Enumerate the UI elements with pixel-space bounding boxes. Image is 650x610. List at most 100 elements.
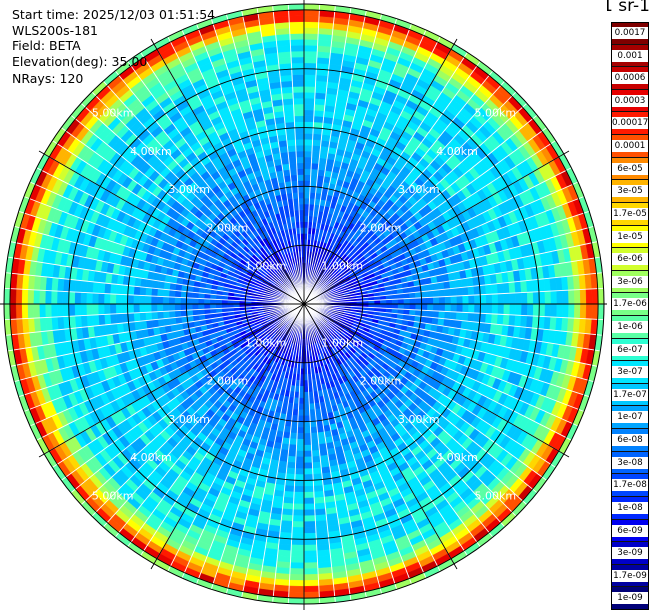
beta-gate-cell — [314, 508, 327, 516]
beta-gate-cell — [303, 491, 315, 499]
beta-gate-cell — [520, 280, 528, 293]
beta-gate-cell — [139, 303, 146, 313]
beta-gate-cell — [303, 438, 312, 446]
beta-gate-cell — [314, 98, 326, 106]
beta-gate-cell — [168, 296, 175, 305]
beta-gate-cell — [303, 474, 314, 481]
beta-gate-cell — [289, 574, 305, 581]
beta-gate-cell — [291, 527, 305, 534]
beta-gate-cell — [303, 544, 318, 552]
beta-gate-cell — [290, 556, 305, 564]
beta-gate-cell — [315, 80, 328, 88]
beta-gate-cell — [550, 290, 558, 305]
beta-gate-cell — [303, 39, 319, 46]
beta-gate-cell — [585, 288, 593, 305]
beta-gate-cell — [180, 309, 188, 318]
beta-gate-cell — [444, 311, 452, 320]
beta-gate-cell — [303, 509, 316, 516]
beta-gate-cell — [427, 303, 434, 311]
beta-gate-cell — [303, 168, 312, 175]
beta-gate-cell — [168, 303, 175, 312]
beta-gate-cell — [74, 291, 81, 305]
beta-gate-cell — [290, 550, 305, 558]
beta-gate-cell — [303, 15, 320, 23]
beta-gate-cell — [311, 151, 321, 158]
beta-gate-cell — [303, 174, 311, 181]
beta-gate-cell — [162, 289, 170, 298]
beta-gate-cell — [203, 298, 211, 305]
beta-gate-cell — [9, 288, 17, 305]
beta-gate-cell — [92, 303, 99, 316]
beta-gate-cell — [174, 303, 181, 311]
beta-gate-cell — [292, 515, 305, 522]
beta-gate-cell — [104, 313, 112, 326]
beta-gate-cell — [303, 180, 311, 187]
beta-gate-cell — [303, 538, 317, 546]
beta-gate-cell — [303, 97, 315, 105]
beta-gate-cell — [303, 597, 320, 605]
beta-gate-cell — [313, 496, 326, 504]
beta-gate-cell — [298, 391, 305, 399]
beta-gate-cell — [98, 314, 106, 326]
beta-gate-cell — [313, 485, 324, 493]
beta-gate-cell — [139, 295, 146, 305]
beta-gate-cell — [139, 286, 147, 296]
beta-gate-cell — [192, 303, 199, 311]
beta-gate-cell — [397, 298, 405, 305]
beta-gate-cell — [456, 303, 464, 313]
beta-gate-cell — [480, 294, 487, 305]
beta-gate-cell — [109, 293, 117, 305]
beta-gate-cell — [568, 303, 575, 319]
beta-gate-cell — [33, 303, 40, 319]
beta-gate-cell — [50, 303, 58, 318]
beta-gate-cell — [68, 303, 76, 317]
beta-gate-cell — [174, 310, 182, 318]
beta-gate-cell — [527, 303, 534, 317]
beta-gate-cell — [291, 532, 305, 540]
beta-gate-cell — [409, 297, 416, 305]
beta-gate-cell — [62, 291, 70, 305]
beta-gate-cell — [303, 9, 320, 17]
beta-gate-cell — [597, 303, 605, 320]
beta-gate-cell — [293, 497, 305, 505]
beta-gate-cell — [133, 303, 140, 314]
beta-gate-cell — [280, 520, 293, 528]
beta-gate-cell — [503, 293, 511, 305]
beta-gate-cell — [86, 303, 93, 316]
beta-gate-cell — [303, 150, 313, 158]
beta-gate-cell — [287, 455, 297, 463]
beta-gate-cell — [290, 420, 299, 428]
beta-gate-cell — [444, 296, 452, 305]
beta-gate-cell — [485, 303, 493, 315]
beta-gate-cell — [509, 303, 516, 316]
beta-gate-cell — [527, 291, 534, 305]
beta-gate-cell — [562, 303, 569, 319]
beta-gate-cell — [303, 527, 317, 534]
beta-gate-cell — [303, 427, 311, 434]
beta-gate-cell — [133, 294, 140, 305]
beta-gate-cell — [298, 403, 305, 411]
beta-gate-cell — [314, 502, 326, 510]
beta-gate-cell — [296, 433, 305, 440]
beta-gate-cell — [455, 287, 463, 297]
beta-gate-cell — [293, 503, 305, 511]
beta-gate-cell — [303, 92, 316, 99]
beta-gate-cell — [303, 139, 313, 146]
beta-gate-cell — [521, 292, 528, 305]
beta-gate-cell — [287, 450, 297, 457]
beta-gate-cell — [312, 467, 323, 475]
beta-gate-cell — [426, 290, 434, 298]
beta-gate-cell — [303, 397, 310, 405]
beta-gate-cell — [432, 310, 440, 319]
beta-gate-cell — [33, 289, 40, 305]
beta-gate-cell — [156, 303, 164, 312]
beta-gate-cell — [303, 33, 319, 40]
beta-gate-cell — [203, 303, 211, 310]
beta-gate-cell — [303, 591, 320, 599]
beta-gate-cell — [56, 303, 64, 318]
beta-gate-cell — [288, 444, 297, 452]
beta-gate-cell — [289, 562, 305, 569]
beta-gate-cell — [550, 303, 558, 318]
beta-gate-cell — [297, 415, 305, 422]
beta-gate-cell — [303, 421, 311, 428]
